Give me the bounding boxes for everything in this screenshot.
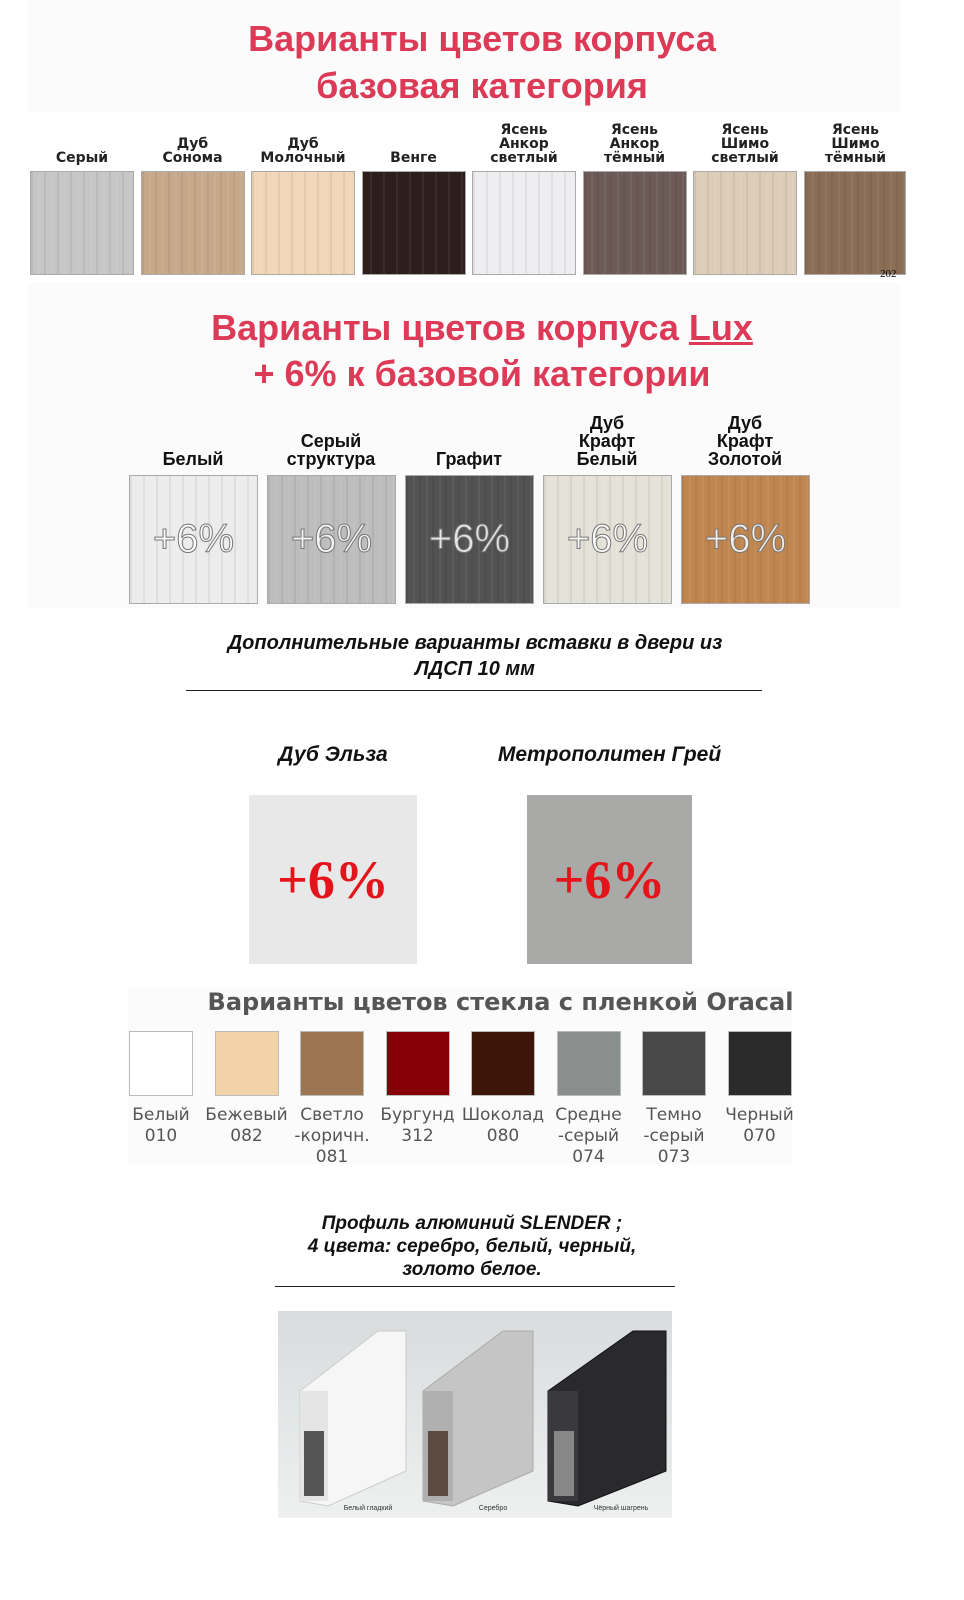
profile-white <box>299 1330 407 1507</box>
base-title-panel <box>28 0 900 112</box>
divider <box>275 1286 675 1287</box>
insert-swatch[interactable]: +6% <box>249 795 417 964</box>
oracal-swatch[interactable] <box>727 1031 792 1096</box>
oracal-label: Бежевый 082 <box>205 1105 288 1146</box>
inserts-heading-line2: ЛДСП 10 мм <box>415 658 535 680</box>
lux-title-lux: Lux <box>688 307 753 348</box>
profile-line1: Профиль алюминий SLENDER ; <box>321 1213 623 1234</box>
price-badge: +6% <box>277 849 389 910</box>
oracal-swatch[interactable] <box>385 1031 450 1096</box>
insert-swatch[interactable]: +6% <box>527 795 692 964</box>
lux-swatch[interactable]: +6% <box>405 475 534 604</box>
profile-line2: 4 цвета: серебро, белый, черный, <box>307 1236 637 1257</box>
lux-swatch[interactable]: +6% <box>129 475 258 604</box>
swatch-label: Ясень Анкор тёмный <box>603 122 666 166</box>
color-swatch[interactable] <box>582 171 687 275</box>
profile-caption: Белый гладкий <box>343 1505 393 1512</box>
oracal-swatch[interactable] <box>214 1031 279 1096</box>
oracal-label: Темно -серый 073 <box>643 1105 705 1167</box>
price-badge: +6% <box>428 517 511 562</box>
oracal-swatch[interactable] <box>471 1031 535 1096</box>
price-badge: +6% <box>553 849 666 910</box>
color-swatch[interactable] <box>30 171 134 275</box>
insert-label: Дуб Эльза <box>278 743 388 766</box>
profile-text: Профиль алюминий SLENDER ; 4 цвета: сере… <box>0 1212 944 1281</box>
oracal-swatch[interactable] <box>300 1031 364 1096</box>
oracal-label: Светло -коричн. 081 <box>294 1105 370 1167</box>
color-swatch[interactable] <box>361 171 466 275</box>
swatch-label: Венге <box>390 150 437 166</box>
profile-silver <box>422 1330 534 1507</box>
lux-title-line1: Варианты цветов корпуса Lux <box>0 304 964 351</box>
oracal-label: Средне -серый 074 <box>555 1105 622 1167</box>
color-swatch[interactable] <box>803 171 906 275</box>
profile-caption: Чёрный шагрень <box>593 1505 649 1512</box>
lux-swatch-label: Серый структура <box>286 431 376 469</box>
profile-illustration <box>299 1330 667 1507</box>
color-swatch[interactable] <box>251 171 355 275</box>
lux-title-text: Варианты цветов корпуса <box>211 307 689 348</box>
price-badge: +6% <box>290 517 373 562</box>
oracal-swatch[interactable] <box>129 1031 193 1096</box>
color-swatch[interactable] <box>693 171 797 275</box>
watermark: 202 <box>880 268 897 280</box>
oracal-label: Бургунд 312 <box>380 1105 455 1146</box>
inserts-heading-line1: Дополнительные варианты вставки в двери … <box>227 632 723 654</box>
lux-title-line2: + 6% к базовой категории <box>253 353 711 394</box>
swatch-label: Ясень Анкор светлый <box>490 122 558 166</box>
profile-image: Белый гладкий Серебро Чёрный шагрень <box>278 1311 672 1518</box>
oracal-swatch[interactable] <box>556 1031 621 1096</box>
swatch-label: Ясень Шимо тёмный <box>824 122 887 166</box>
profile-black <box>547 1330 667 1507</box>
swatch-label: Серый <box>55 150 109 166</box>
profile-line3: золото белое. <box>402 1259 542 1280</box>
oracal-label: Черный 070 <box>725 1105 794 1146</box>
swatch-label: Ясень Шимо светлый <box>711 122 779 166</box>
color-swatch[interactable] <box>140 171 245 275</box>
lux-swatch-label: Графит <box>435 449 503 469</box>
price-badge: +6% <box>152 517 235 562</box>
lux-swatch[interactable]: +6% <box>681 475 810 604</box>
color-swatch[interactable] <box>472 171 576 275</box>
swatch-label: Дуб Сонома <box>162 136 223 166</box>
oracal-label: Белый 010 <box>132 1105 190 1146</box>
base-title-line1: Варианты цветов корпуса <box>248 18 716 59</box>
lux-swatch-label: Дуб Крафт Белый <box>576 413 638 469</box>
swatch-label: Дуб Молочный <box>260 136 346 166</box>
lux-swatch-label: Белый <box>162 449 224 469</box>
oracal-title: Варианты цветов стекла с пленкой Oracal <box>207 988 794 1016</box>
price-badge: +6% <box>704 517 787 562</box>
insert-label: Метрополитен Грей <box>497 743 722 766</box>
oracal-swatch[interactable] <box>642 1031 706 1096</box>
lux-swatch-label: Дуб Крафт Золотой <box>707 413 783 469</box>
lux-swatch[interactable]: +6% <box>543 475 672 604</box>
lux-swatch[interactable]: +6% <box>267 475 396 604</box>
profile-caption: Серебро <box>478 1505 508 1512</box>
base-title-line2: базовая категория <box>316 65 648 106</box>
price-badge: +6% <box>566 517 649 562</box>
divider <box>186 690 762 691</box>
oracal-label: Шоколад 080 <box>461 1105 545 1146</box>
